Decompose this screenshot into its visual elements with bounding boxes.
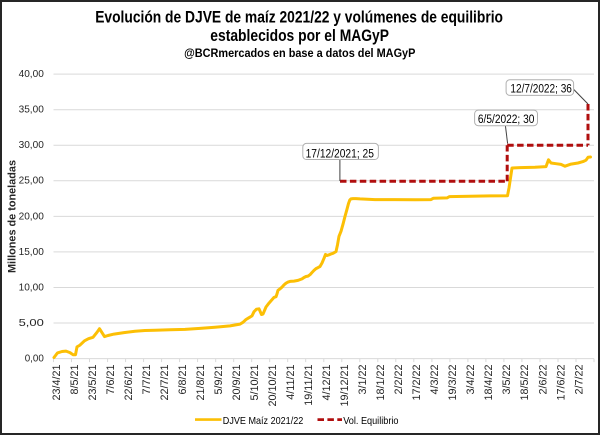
svg-text:18/5/22: 18/5/22 — [519, 365, 531, 401]
svg-text:0,00: 0,00 — [25, 354, 44, 365]
svg-text:3/4/22: 3/4/22 — [465, 365, 477, 395]
svg-text:18/1/22: 18/1/22 — [375, 365, 387, 401]
svg-text:19/12/21: 19/12/21 — [339, 365, 351, 407]
svg-text:30,00: 30,00 — [19, 140, 45, 151]
svg-text:25,00: 25,00 — [19, 176, 45, 187]
svg-text:6/5/2022; 30: 6/5/2022; 30 — [478, 112, 535, 126]
svg-text:establecidos por el MAGyP: establecidos por el MAGyP — [210, 27, 389, 45]
svg-text:@BCRmercados en base a datos d: @BCRmercados en base a datos del MAGyP — [184, 48, 416, 60]
svg-text:8/5/21: 8/5/21 — [69, 365, 81, 395]
svg-text:5/9/21: 5/9/21 — [213, 365, 225, 395]
svg-text:17/6/22: 17/6/22 — [555, 365, 567, 401]
svg-text:6/8/21: 6/8/21 — [177, 365, 189, 395]
svg-text:Evolución de DJVE de maíz 2021: Evolución de DJVE de maíz 2021/22 y volú… — [95, 9, 503, 27]
svg-text:22/7/21: 22/7/21 — [159, 365, 171, 401]
svg-text:3/5/22: 3/5/22 — [501, 365, 513, 395]
svg-text:7/6/21: 7/6/21 — [105, 365, 117, 395]
svg-text:23/5/21: 23/5/21 — [87, 365, 99, 401]
svg-text:2/6/22: 2/6/22 — [537, 365, 549, 395]
svg-text:20/10/21: 20/10/21 — [267, 365, 279, 407]
svg-text:17/12/2021; 25: 17/12/2021; 25 — [306, 146, 374, 160]
svg-text:4/12/21: 4/12/21 — [321, 365, 333, 401]
svg-text:23/4/21: 23/4/21 — [51, 365, 63, 401]
svg-text:40,00: 40,00 — [19, 69, 45, 80]
svg-text:Millones de toneladas: Millones de toneladas — [7, 160, 19, 273]
svg-text:DJVE Maíz 2021/22: DJVE Maíz 2021/22 — [223, 416, 304, 427]
svg-text:10,00: 10,00 — [19, 282, 45, 293]
svg-text:18/4/22: 18/4/22 — [483, 365, 495, 401]
svg-text:22/6/21: 22/6/21 — [123, 365, 135, 401]
svg-text:20/9/21: 20/9/21 — [231, 365, 243, 401]
svg-text:2/7/22: 2/7/22 — [573, 365, 585, 395]
svg-text:3/1/22: 3/1/22 — [357, 365, 369, 395]
svg-text:Vol. Equilibrio: Vol. Equilibrio — [343, 416, 399, 427]
svg-text:12/7/2022; 36: 12/7/2022; 36 — [510, 81, 572, 95]
svg-text:5/10/21: 5/10/21 — [249, 365, 261, 401]
svg-text:20,00: 20,00 — [19, 211, 45, 222]
svg-text:15,00: 15,00 — [19, 247, 45, 258]
svg-text:17/2/22: 17/2/22 — [411, 365, 423, 401]
svg-text:4/11/21: 4/11/21 — [285, 365, 297, 400]
svg-text:19/3/22: 19/3/22 — [447, 365, 459, 401]
svg-text:7/7/21: 7/7/21 — [141, 365, 153, 395]
svg-text:2/2/22: 2/2/22 — [393, 365, 405, 395]
svg-text:5,00: 5,00 — [19, 318, 45, 329]
svg-text:21/8/21: 21/8/21 — [195, 365, 207, 401]
svg-text:4/3/22: 4/3/22 — [429, 365, 441, 395]
svg-text:19/11/21: 19/11/21 — [303, 365, 315, 406]
svg-text:35,00: 35,00 — [19, 105, 45, 116]
